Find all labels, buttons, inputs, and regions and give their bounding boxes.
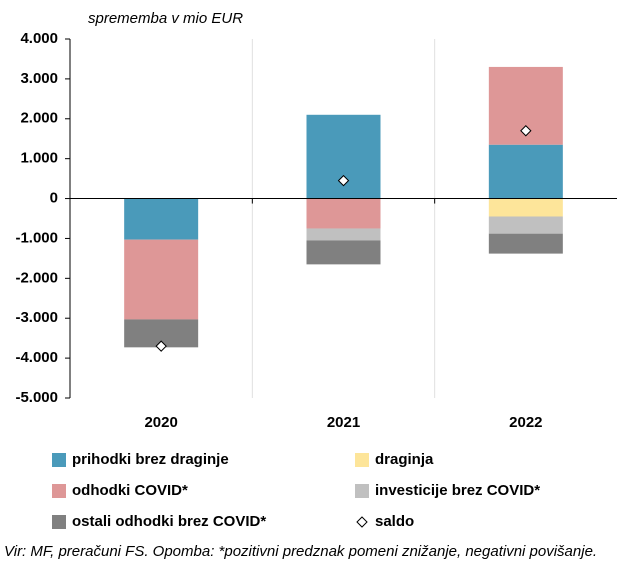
legend-label: draginja [375, 451, 434, 468]
y-tick-label: 1.000 [20, 150, 58, 167]
bar-segment [488, 198, 563, 217]
saldo-marker [155, 340, 167, 352]
y-tick-label: -4.000 [15, 349, 58, 366]
x-tick-label: 2021 [327, 414, 360, 431]
x-tick-label: 2022 [509, 414, 542, 431]
chart-subtitle: sprememba v mio EUR [88, 10, 243, 27]
y-tick-label: 2.000 [20, 110, 58, 127]
y-tick-label: -3.000 [15, 309, 58, 326]
legend-swatch [52, 515, 66, 529]
bar-segment [306, 240, 381, 265]
bar-segment [306, 198, 381, 229]
y-tick-label: 0 [50, 190, 58, 207]
legend-swatch [355, 453, 369, 467]
saldo-marker [337, 174, 350, 187]
bar-segment [488, 233, 563, 254]
legend-label: investicije brez COVID* [375, 482, 540, 499]
legend-label: odhodki COVID* [72, 482, 188, 499]
legend-label: saldo [375, 513, 414, 530]
bar-segment [306, 228, 381, 241]
bar-segment [124, 198, 199, 240]
y-tick-label: 3.000 [20, 70, 58, 87]
legend-label: ostali odhodki brez COVID* [72, 513, 266, 530]
legend-swatch [355, 484, 369, 498]
bar-segment [124, 239, 199, 320]
y-tick-label: -1.000 [15, 229, 58, 246]
y-tick-label: -2.000 [15, 269, 58, 286]
saldo-marker [520, 125, 532, 137]
chart: sprememba v mio EUR -5.000 -4.000 -3.000 -2… [15, 10, 617, 530]
bar-segment [488, 144, 563, 199]
footnote: Vir: MF, preračuni FS. Opomba: *pozitivn… [4, 543, 598, 560]
y-tick-label: 4.000 [20, 30, 58, 47]
legend-swatch [52, 453, 66, 467]
bar-segment [488, 216, 563, 234]
legend-saldo-marker [356, 516, 368, 528]
x-tick-label: 2020 [144, 414, 177, 431]
legend-swatch [52, 484, 66, 498]
y-tick-label: -5.000 [15, 389, 58, 406]
legend-label: prihodki brez draginje [72, 451, 229, 468]
